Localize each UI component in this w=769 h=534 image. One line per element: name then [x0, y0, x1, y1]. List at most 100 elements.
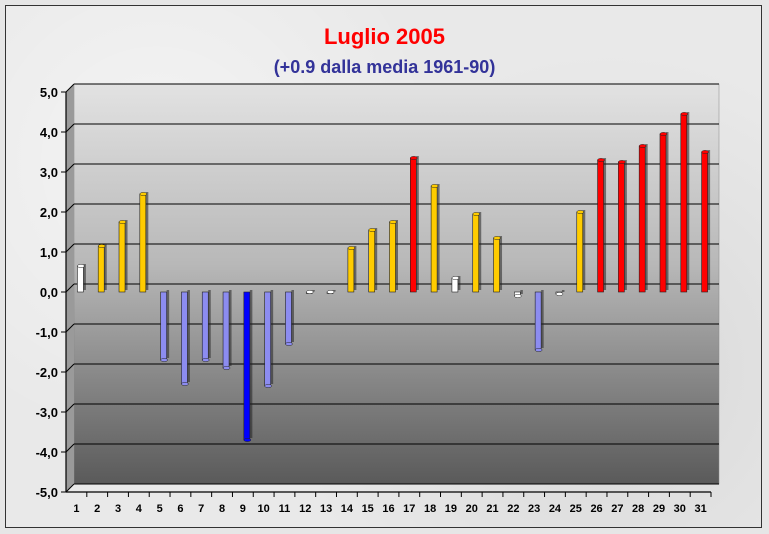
x-tick-label: 7	[198, 503, 204, 515]
x-tick-label: 6	[177, 503, 183, 515]
x-tick-label: 19	[445, 503, 457, 515]
bar	[493, 237, 500, 293]
x-tick-label: 2	[94, 503, 100, 515]
bar-cap	[201, 358, 210, 362]
bar	[285, 291, 292, 345]
bar-side	[561, 290, 565, 292]
bar-side	[249, 290, 253, 438]
bar	[243, 291, 251, 441]
bar-side	[499, 236, 503, 290]
bar-cap	[118, 220, 127, 224]
bar-side	[333, 290, 336, 292]
x-tick-label: 13	[320, 503, 332, 515]
bar	[576, 211, 584, 293]
chart-title: Luglio 2005	[323, 24, 446, 49]
bar	[264, 291, 271, 387]
bar-side	[187, 290, 190, 382]
bar-side	[582, 210, 586, 290]
bar	[389, 221, 396, 293]
bar-side	[437, 184, 440, 290]
x-tick-label: 12	[299, 503, 311, 515]
bar	[659, 133, 667, 293]
bar	[160, 291, 167, 361]
bar	[368, 229, 375, 293]
bar-side	[541, 290, 544, 348]
bar-cap	[680, 112, 689, 116]
bar-cap	[139, 192, 148, 196]
bar	[430, 185, 438, 293]
x-tick-label: 4	[136, 503, 143, 515]
bar-side	[104, 244, 107, 290]
bar	[347, 247, 355, 293]
bar-side	[603, 158, 607, 290]
bar	[597, 159, 604, 293]
y-tick-label: 4,0	[40, 125, 58, 140]
bar	[410, 157, 417, 293]
x-tick-label: 24	[549, 503, 562, 515]
bar	[201, 291, 209, 361]
x-tick-label: 10	[258, 503, 270, 515]
bar-side	[416, 156, 419, 290]
bar-cap	[534, 348, 543, 352]
bar-cap	[659, 132, 668, 136]
x-tick-label: 14	[341, 503, 354, 515]
grid-line-diag	[65, 203, 75, 213]
bar	[181, 291, 188, 385]
grid-line-diag	[65, 163, 75, 173]
bar-cap	[555, 292, 564, 296]
y-tick-label: 1,0	[40, 245, 58, 260]
x-tick-label: 21	[486, 503, 498, 515]
bar-side	[374, 228, 378, 290]
bar-side	[478, 212, 482, 290]
bar-side	[270, 290, 274, 384]
x-tick-label: 18	[424, 503, 436, 515]
bar-side	[624, 160, 627, 290]
y-tick-label: -1,0	[36, 325, 58, 340]
y-tick-label: 0,0	[40, 285, 58, 300]
y-tick-label: -3,0	[36, 405, 58, 420]
bar-side	[457, 276, 461, 290]
bar	[638, 145, 646, 293]
bar-cap	[618, 160, 626, 164]
bar-side	[83, 264, 86, 290]
x-tick-label: 25	[570, 503, 582, 515]
grid-line-diag	[65, 83, 75, 93]
y-tick-label: -5,0	[36, 485, 58, 500]
grid-line-diag	[65, 483, 75, 493]
bar-cap	[472, 212, 480, 216]
bar-cap	[160, 358, 168, 362]
bar-side	[166, 290, 170, 358]
x-tick-label: 22	[507, 503, 519, 515]
bar-cap	[181, 382, 189, 386]
x-tick-label: 16	[382, 503, 394, 515]
bar-cap	[701, 150, 709, 154]
bar-cap	[264, 384, 272, 388]
x-tick-label: 5	[157, 503, 163, 515]
bar	[118, 221, 126, 293]
grid-line-diag	[65, 363, 75, 373]
bar-cap	[222, 366, 231, 370]
bar-side	[707, 150, 711, 290]
x-tick-label: 28	[632, 503, 644, 515]
bar-cap	[97, 244, 106, 248]
bar-cap	[285, 342, 293, 346]
bar	[472, 213, 480, 293]
bar-cap	[410, 156, 418, 160]
bar-cap	[576, 210, 585, 214]
grid-line-diag	[65, 243, 75, 253]
bar-side	[291, 290, 294, 342]
bar	[618, 161, 625, 293]
x-tick-label: 27	[611, 503, 623, 515]
bar-cap	[514, 294, 522, 298]
bar	[680, 113, 688, 293]
bar-cap	[597, 158, 605, 162]
y-tick-label: -2,0	[36, 365, 58, 380]
y-tick-label: 5,0	[40, 85, 58, 100]
x-tick-label: 26	[590, 503, 602, 515]
grid-line-diag	[65, 323, 75, 333]
x-tick-label: 23	[528, 503, 540, 515]
bar-cap	[638, 144, 647, 148]
bar	[97, 245, 105, 293]
bar-side	[665, 132, 669, 290]
